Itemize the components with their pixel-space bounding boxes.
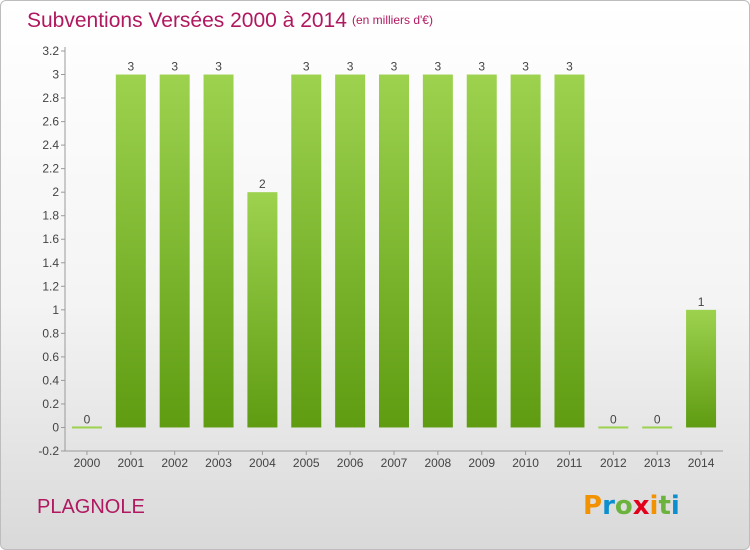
y-tick-label: 3 xyxy=(52,68,59,82)
x-tick-label: 2002 xyxy=(161,456,188,470)
x-tick-label: 2010 xyxy=(512,456,539,470)
data-label: 0 xyxy=(84,412,91,426)
y-tick-label: 0 xyxy=(52,420,59,434)
logo-letter: t xyxy=(658,491,671,521)
bar xyxy=(642,426,673,429)
logo-letter: i xyxy=(649,491,659,521)
data-label: 3 xyxy=(391,60,398,74)
bar xyxy=(247,192,278,428)
logo-letter: i xyxy=(670,491,680,521)
logo-letter: P xyxy=(583,491,603,521)
y-tick-label: 1.8 xyxy=(42,209,59,223)
axes: -0.2 0 0.2 0.4 0.6 0.8 1 1.2 1.4 1.6 1.8 2 2.2 2.4 2.6… xyxy=(38,44,723,470)
x-tick-label: 2001 xyxy=(117,456,144,470)
data-label: 3 xyxy=(303,60,310,74)
bar xyxy=(291,74,322,428)
x-tick-label: 2003 xyxy=(205,456,232,470)
data-label: 0 xyxy=(610,412,617,426)
x-tick-label: 2013 xyxy=(644,456,671,470)
bar xyxy=(115,74,146,428)
x-tick-label: 2000 xyxy=(74,456,101,470)
bar xyxy=(466,74,497,428)
logo-letter: o xyxy=(614,491,633,521)
bar xyxy=(422,74,453,428)
y-tick-label: 2.2 xyxy=(42,162,59,176)
bar xyxy=(598,426,629,429)
data-label: 1 xyxy=(698,295,705,309)
data-label: 3 xyxy=(478,60,485,74)
data-label: 3 xyxy=(171,60,178,74)
data-label: 3 xyxy=(566,60,573,74)
y-tick-label: 0.2 xyxy=(42,397,59,411)
chart-title: Subventions Versées 2000 à 2014 xyxy=(27,9,347,32)
logo-letter: x xyxy=(632,491,650,521)
data-label: 3 xyxy=(215,60,222,74)
data-label: 2 xyxy=(259,177,266,191)
bar xyxy=(510,74,541,428)
location-label: PLAGNOLE xyxy=(37,496,145,518)
logo-letter: r xyxy=(602,491,615,521)
bar xyxy=(71,426,102,429)
y-tick-label: 1.2 xyxy=(42,279,59,293)
data-label: 3 xyxy=(127,60,134,74)
y-tick-label: 1.4 xyxy=(42,256,59,270)
y-tick-label: 0.4 xyxy=(42,373,59,387)
chart-unit-note: (en milliers d'€) xyxy=(352,13,433,27)
y-tick-label: 1.6 xyxy=(42,232,59,246)
data-label: 0 xyxy=(654,412,661,426)
bar xyxy=(379,74,409,428)
data-label: 3 xyxy=(435,60,442,74)
bar xyxy=(686,309,717,428)
bar xyxy=(335,74,366,428)
x-tick-label: 2012 xyxy=(600,456,627,470)
data-label: 3 xyxy=(522,60,529,74)
bars-group xyxy=(71,74,717,429)
y-tick-label: -0.2 xyxy=(38,444,59,458)
y-tick-label: 0.6 xyxy=(42,350,59,364)
y-tick-label: 2.4 xyxy=(42,138,59,152)
y-tick-label: 2.6 xyxy=(42,115,59,129)
bar xyxy=(203,74,234,428)
x-tick-label: 2006 xyxy=(337,456,364,470)
x-tick-label: 2004 xyxy=(249,456,276,470)
x-tick-label: 2007 xyxy=(381,456,408,470)
x-tick-label: 2014 xyxy=(688,456,715,470)
bar xyxy=(554,74,585,428)
data-labels-group: 0 3 3 3 2 3 3 3 3 3 3 3 0 0 1 xyxy=(84,60,705,427)
y-tick-label: 2 xyxy=(52,185,59,199)
bar xyxy=(159,74,190,428)
x-tick-label: 2011 xyxy=(557,456,583,470)
x-tick-label: 2008 xyxy=(425,456,452,470)
y-tick-label: 1 xyxy=(52,303,59,317)
data-label: 3 xyxy=(347,60,354,74)
proxiti-logo: Proxiti xyxy=(583,491,680,521)
x-tick-label: 2009 xyxy=(468,456,495,470)
x-tick-label: 2005 xyxy=(293,456,320,470)
y-tick-label: 3.2 xyxy=(42,44,59,58)
y-tick-label: 0.8 xyxy=(42,326,59,340)
y-tick-label: 2.8 xyxy=(42,91,59,105)
